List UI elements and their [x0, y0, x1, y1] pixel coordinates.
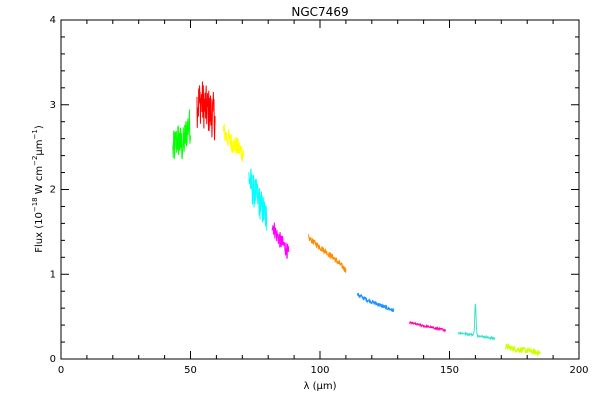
spectrum-segment	[271, 222, 290, 259]
y-label-exponent: −2	[31, 156, 39, 166]
y-tick-label: 3	[50, 100, 56, 111]
chart-title: NGC7469	[291, 5, 348, 19]
y-label-exponent: −18	[31, 197, 39, 212]
x-tick-label: 0	[58, 365, 64, 376]
y-label-part: Flux (10	[34, 212, 45, 253]
spectrum-segment	[307, 233, 347, 273]
y-tick-label: 1	[50, 269, 56, 280]
y-label-part: μm	[34, 139, 45, 155]
y-tick-labels: 0 1 2 3 4	[50, 15, 56, 365]
y-axis-label: Flux (10−18 W cm−2μm−1)	[31, 125, 45, 253]
spectrum-segments	[172, 81, 541, 357]
x-tick-labels: 0 50 100 150 200	[58, 365, 589, 376]
spectrum-segment	[458, 303, 496, 341]
y-tick-label: 0	[50, 354, 56, 365]
y-label-part: W cm	[34, 166, 45, 197]
spectrum-segment	[222, 124, 245, 163]
y-label-exponent: −1	[31, 129, 39, 139]
spectrum-segment	[172, 109, 191, 160]
y-tick-label: 4	[50, 15, 56, 26]
x-tick-label: 150	[440, 365, 459, 376]
axis-ticks	[60, 19, 580, 360]
x-axis-label: λ (μm)	[303, 381, 336, 392]
x-tick-label: 200	[569, 365, 588, 376]
spectrum-segment	[357, 293, 395, 313]
spectrum-segment	[408, 320, 447, 333]
plot-frame	[60, 19, 580, 360]
y-label-part: )	[34, 125, 45, 129]
x-tick-label: 100	[310, 365, 329, 376]
spectrum-segment	[196, 81, 216, 141]
spectrum-segment	[248, 168, 268, 231]
x-tick-label: 50	[184, 365, 197, 376]
y-tick-label: 2	[50, 185, 56, 196]
spectrum-segment	[504, 342, 541, 357]
